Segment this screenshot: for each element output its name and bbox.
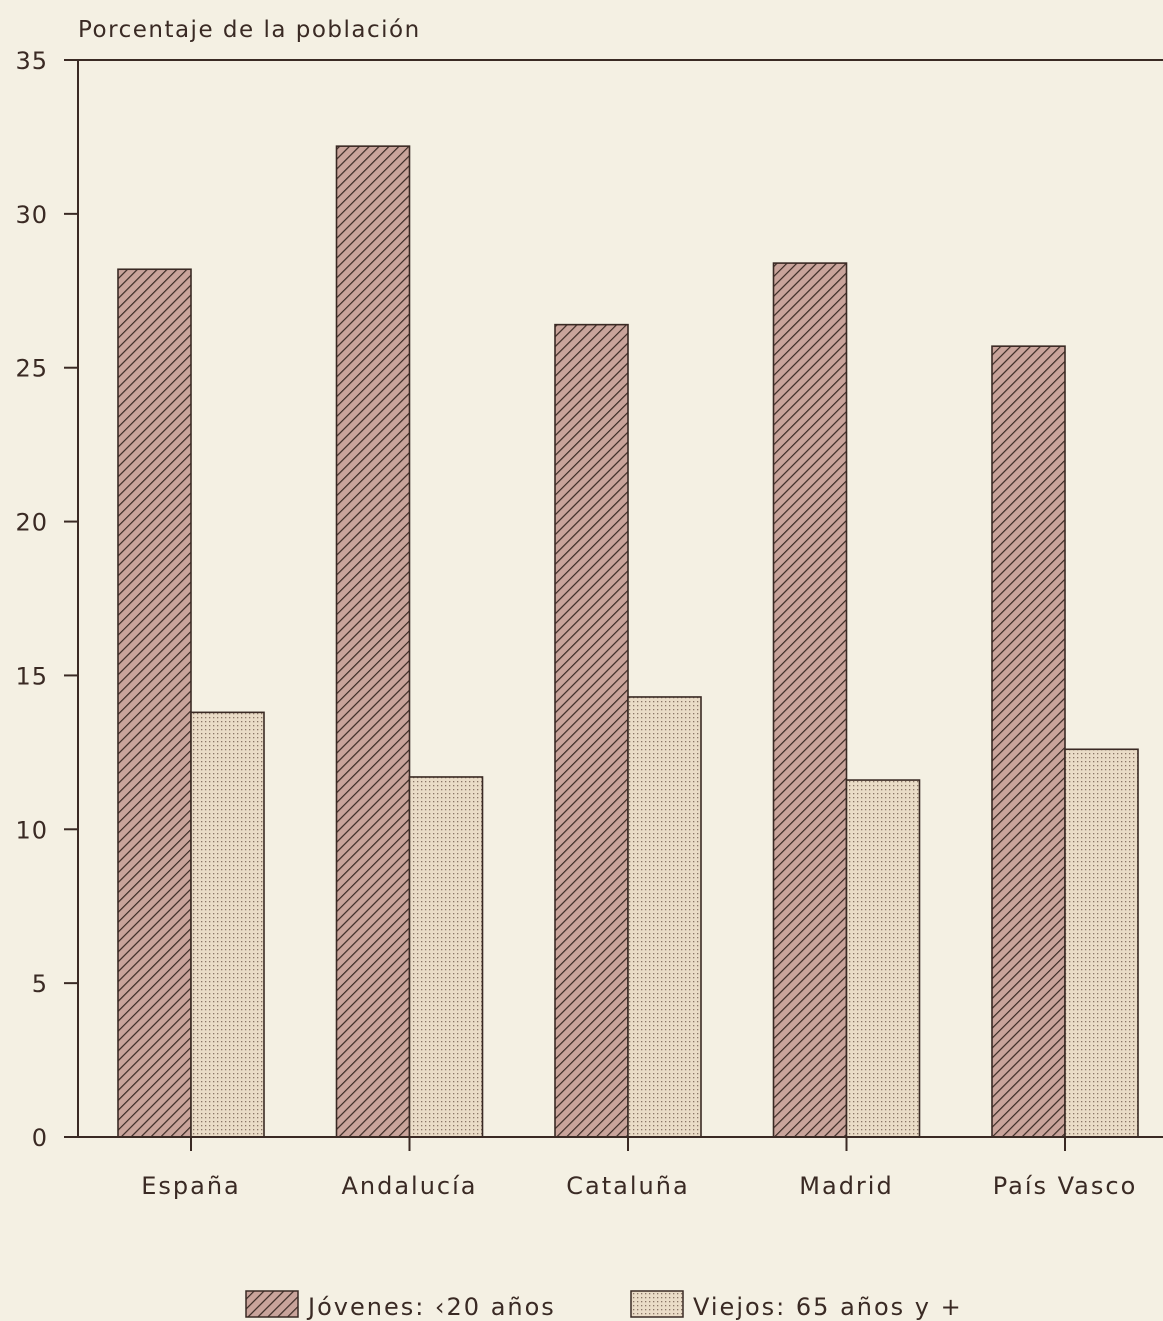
legend: Jóvenes: ‹20 años Viejos: 65 años y +: [245, 1290, 963, 1321]
y-tick-label: 35: [15, 47, 48, 75]
y-tick-label: 30: [15, 201, 48, 229]
y-axis: 0 5 10 15 20 25 30 35: [15, 47, 1163, 1152]
y-tick-label: 20: [15, 509, 48, 537]
y-tick-label: 25: [15, 355, 48, 383]
legend-swatch-youth: [245, 1290, 299, 1318]
legend-label-elderly: Viejos: 65 años y +: [693, 1293, 963, 1321]
bar-youth-0: [117, 268, 192, 1138]
legend-swatch-elderly: [630, 1290, 684, 1318]
y-tick-label: 0: [32, 1124, 48, 1152]
bar-elderly-0: [190, 711, 265, 1138]
x-tick-label: País Vasco: [993, 1172, 1138, 1200]
bars: [117, 145, 1139, 1138]
x-tick-label: España: [141, 1172, 241, 1200]
y-tick-label: 5: [32, 970, 48, 998]
x-tick-label: Cataluña: [566, 1172, 689, 1200]
bar-youth-1: [335, 145, 411, 1138]
bar-youth-4: [991, 345, 1066, 1138]
bar-youth-3: [772, 262, 848, 1138]
bar-elderly-1: [408, 776, 484, 1138]
bar-elderly-2: [627, 696, 702, 1138]
x-axis: España Andalucía Cataluña Madrid País Vasco: [78, 1136, 1163, 1200]
y-tick-label: 10: [15, 816, 48, 844]
legend-label-youth: Jóvenes: ‹20 años: [306, 1293, 556, 1321]
bar-elderly-4: [1064, 748, 1139, 1138]
x-tick-label: Madrid: [799, 1172, 893, 1200]
y-axis-title: Porcentaje de la población: [78, 17, 421, 43]
x-tick-label: Andalucía: [341, 1172, 477, 1200]
y-tick-label: 15: [15, 662, 48, 690]
bar-elderly-3: [845, 779, 921, 1138]
bar-youth-2: [554, 323, 629, 1138]
